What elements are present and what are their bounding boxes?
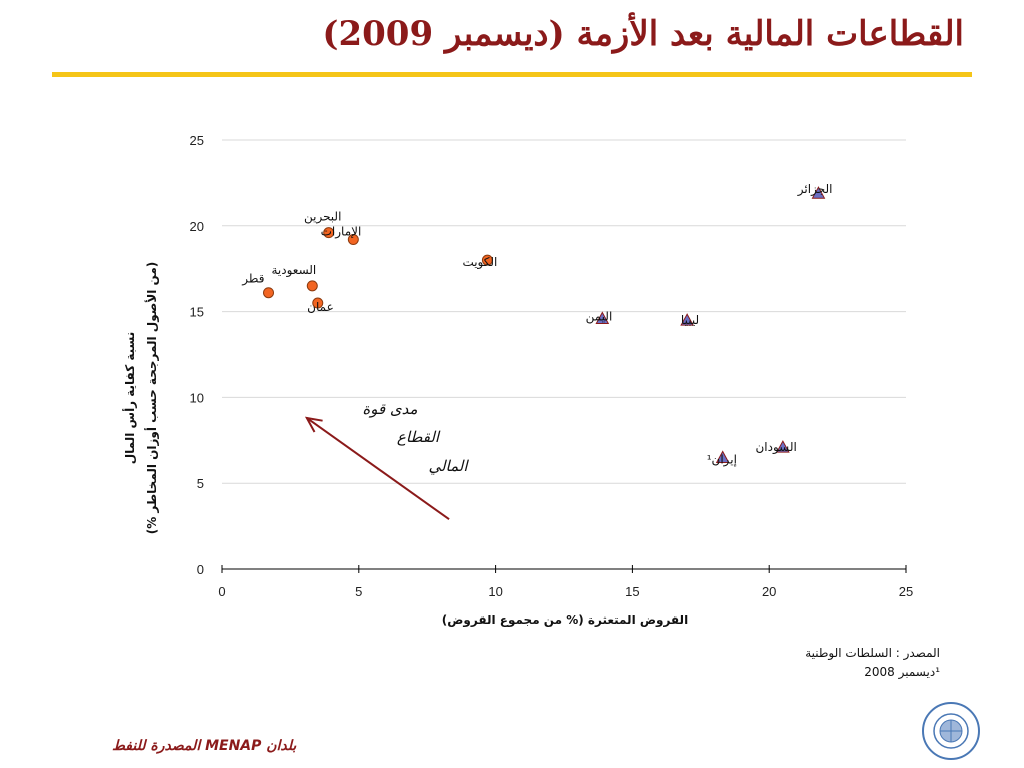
y-tick-label: 15 (190, 305, 204, 320)
x-tick-label: 10 (488, 584, 502, 599)
x-tick-label: 5 (355, 584, 362, 599)
data-point (595, 311, 610, 324)
point-label: إيران¹ (707, 452, 737, 467)
annotation-line-1: مدى قوة (362, 400, 417, 418)
gridlines (222, 139, 906, 484)
point-label: ليبيا (681, 313, 699, 327)
data-point (776, 440, 790, 453)
source-note: المصدر : السلطات الوطنية ¹ديسمبر 2008 (805, 644, 940, 682)
x-tick-label: 20 (762, 584, 776, 599)
data-points (263, 186, 826, 463)
point-label: البحرين (304, 210, 341, 225)
y-tick-label: 10 (190, 390, 204, 405)
point-label: الإمارات (321, 225, 362, 240)
y-tick-label: 25 (190, 133, 204, 148)
slide-title: القطاعات المالية بعد الأزمة (ديسمبر 2009… (322, 14, 964, 54)
y-tick-label: 20 (190, 219, 204, 234)
point-label: قطر (241, 272, 264, 287)
footer-text: بلدان MENAP المصدرة للنفط (112, 738, 297, 754)
x-tick-label: 25 (899, 584, 913, 599)
point-label: السودان (755, 440, 796, 455)
point-label: الكويت (462, 255, 497, 270)
x-tick-labels: 0 5 10 15 20 25 (218, 584, 913, 599)
data-point (312, 297, 324, 309)
point-label: الجزائر (797, 182, 833, 197)
arrow-shaft (306, 417, 450, 521)
source-line-2: ¹ديسمبر 2008 (864, 665, 940, 679)
axes (221, 565, 907, 573)
data-point (306, 280, 318, 292)
data-point (680, 313, 694, 326)
x-tick-label: 0 (218, 584, 225, 599)
annotation-line-3: المالي (428, 457, 469, 475)
data-point (263, 287, 275, 299)
title-rule (52, 72, 972, 77)
point-label: عمان (307, 300, 334, 314)
data-point (811, 186, 826, 199)
y-tick-label: 5 (197, 476, 204, 491)
imf-seal-logo (922, 702, 980, 760)
y-tick-label: 0 (197, 562, 204, 577)
strength-arrow (304, 416, 450, 521)
x-axis-title: القروض المتعثرة (% من مجموع القروض) (442, 613, 688, 628)
y-tick-labels: 0 5 10 15 20 25 (190, 133, 204, 577)
y-axis-title-line2: (من الأصول المرجحة حسب أوزان المخاطر %) (144, 262, 160, 535)
y-axis-title-line1: نسبة كفاية رأس المال (122, 332, 137, 465)
source-line-1: المصدر : السلطات الوطنية (805, 646, 940, 660)
data-point (715, 450, 730, 463)
data-point (347, 234, 359, 246)
data-point (481, 254, 493, 266)
x-tick-label: 15 (625, 584, 639, 599)
point-label: السعودية (271, 263, 316, 278)
annotation-line-2: القطاع (397, 428, 441, 446)
point-label: اليمن (586, 309, 613, 324)
arrow-head (304, 416, 323, 433)
data-point (323, 227, 335, 239)
